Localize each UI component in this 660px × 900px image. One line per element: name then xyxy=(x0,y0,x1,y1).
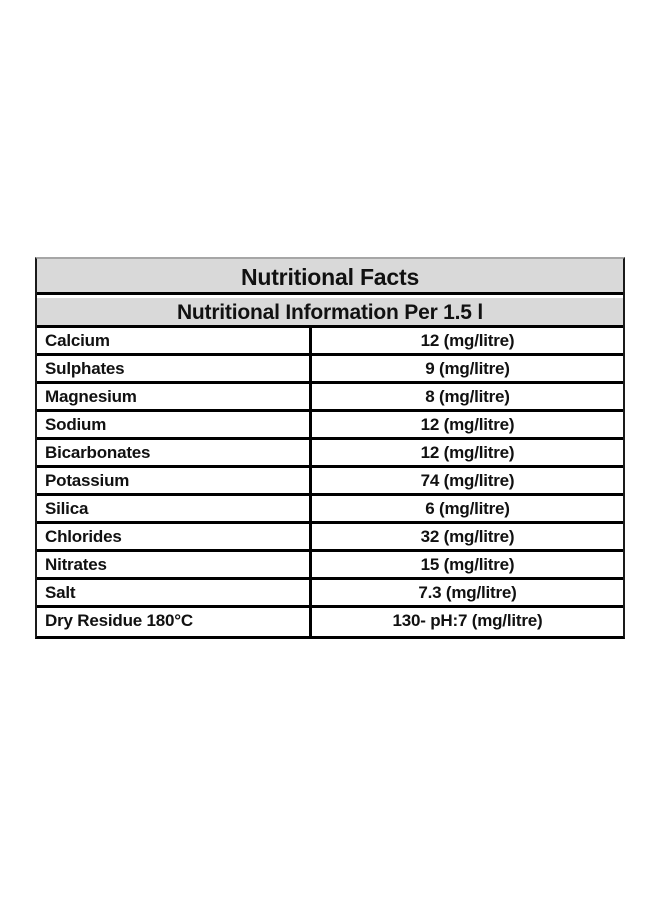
nutrient-label: Silica xyxy=(45,499,89,518)
table-row: Salt 7.3 (mg/litre) xyxy=(37,580,623,608)
nutrient-value: 12 (mg/litre) xyxy=(309,328,623,353)
nutrient-label: Magnesium xyxy=(45,387,137,406)
nutrient-value: 8 (mg/litre) xyxy=(309,384,623,409)
nutrient-label: Dry Residue 180°C xyxy=(45,611,193,630)
nutrient-value: 15 (mg/litre) xyxy=(309,552,623,577)
nutrient-label: Chlorides xyxy=(45,527,122,546)
table-row: Nitrates 15 (mg/litre) xyxy=(37,552,623,580)
header-divider-gap xyxy=(37,295,623,298)
table-row: Potassium 74 (mg/litre) xyxy=(37,468,623,496)
nutrient-value: 74 (mg/litre) xyxy=(309,468,623,493)
table-subtitle: Nutritional Information Per 1.5 l xyxy=(37,298,623,328)
nutrient-value: 32 (mg/litre) xyxy=(309,524,623,549)
table-row: Calcium 12 (mg/litre) xyxy=(37,328,623,356)
nutrient-value: 12 (mg/litre) xyxy=(309,412,623,437)
nutrient-value: 12 (mg/litre) xyxy=(309,440,623,465)
table-title: Nutritional Facts xyxy=(37,259,623,295)
nutrient-value: 9 (mg/litre) xyxy=(309,356,623,381)
nutrient-value: 6 (mg/litre) xyxy=(309,496,623,521)
nutrition-facts-table: Nutritional Facts Nutritional Informatio… xyxy=(35,257,625,639)
nutrient-label: Nitrates xyxy=(45,555,107,574)
table-row: Magnesium 8 (mg/litre) xyxy=(37,384,623,412)
table-row: Sulphates 9 (mg/litre) xyxy=(37,356,623,384)
nutrient-label: Sodium xyxy=(45,415,107,434)
nutrient-label: Salt xyxy=(45,583,76,602)
table-row: Silica 6 (mg/litre) xyxy=(37,496,623,524)
nutrient-value: 7.3 (mg/litre) xyxy=(309,580,623,605)
nutrient-label: Sulphates xyxy=(45,359,125,378)
nutrient-label: Calcium xyxy=(45,331,110,350)
table-row: Sodium 12 (mg/litre) xyxy=(37,412,623,440)
table-row: Chlorides 32 (mg/litre) xyxy=(37,524,623,552)
table-row: Dry Residue 180°C 130- pH:7 (mg/litre) xyxy=(37,608,623,636)
table-row: Bicarbonates 12 (mg/litre) xyxy=(37,440,623,468)
nutrient-value: 130- pH:7 (mg/litre) xyxy=(309,608,623,636)
nutrient-label: Potassium xyxy=(45,471,130,490)
nutrient-label: Bicarbonates xyxy=(45,443,151,462)
